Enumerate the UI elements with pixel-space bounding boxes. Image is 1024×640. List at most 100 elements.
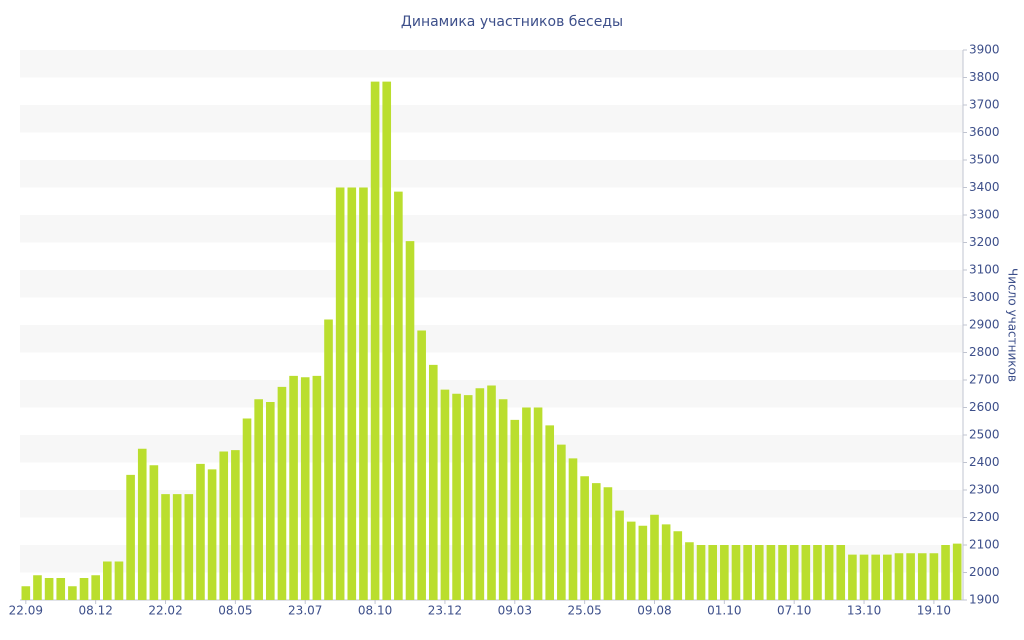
bar	[231, 450, 240, 600]
x-tick-label: 07.10	[777, 604, 811, 618]
bar	[335, 187, 345, 600]
bar	[568, 458, 578, 600]
x-tick-label: 23.12	[428, 604, 462, 618]
grid-stripe	[20, 215, 963, 243]
bar	[685, 542, 694, 600]
bar	[731, 545, 741, 600]
y-tick-label: 3800	[969, 70, 1000, 84]
bar	[638, 525, 648, 600]
bar	[300, 377, 310, 600]
x-tick-label: 22.09	[9, 604, 43, 618]
bar	[801, 545, 811, 600]
grid-stripe	[20, 160, 963, 188]
bar	[394, 191, 403, 600]
bar	[545, 425, 555, 600]
bar	[265, 402, 275, 600]
x-tick-label: 19.10	[917, 604, 951, 618]
bar	[428, 364, 438, 600]
bar	[126, 474, 135, 600]
bar	[487, 385, 496, 600]
bar	[778, 545, 787, 600]
x-tick-label: 09.03	[498, 604, 532, 618]
bar	[673, 531, 683, 600]
bar	[68, 586, 77, 600]
bar	[859, 554, 869, 600]
bar	[347, 187, 357, 600]
bar	[137, 448, 147, 600]
bar	[766, 545, 776, 600]
bar	[463, 395, 473, 600]
bar	[254, 399, 263, 600]
y-tick-label: 2600	[969, 400, 1000, 414]
bar	[359, 187, 368, 600]
bar	[219, 451, 229, 600]
bar	[149, 465, 159, 600]
bar	[56, 578, 66, 600]
bar	[452, 393, 461, 600]
y-tick-label: 3400	[969, 180, 1000, 194]
bar	[754, 545, 764, 600]
bar	[580, 476, 589, 600]
y-tick-label: 3100	[969, 263, 1000, 277]
bar	[370, 81, 380, 600]
bar	[44, 578, 54, 600]
x-tick-label: 09.08	[637, 604, 671, 618]
bar	[650, 514, 659, 600]
x-tick-label: 22.02	[148, 604, 182, 618]
bar	[184, 494, 194, 600]
bar	[557, 444, 566, 600]
y-tick-label: 2500	[969, 428, 1000, 442]
bar	[906, 553, 915, 600]
bar	[196, 463, 205, 600]
bar	[172, 494, 182, 600]
bar	[661, 524, 671, 600]
y-tick-label: 3700	[969, 98, 1000, 112]
bar	[883, 554, 892, 600]
y-tick-label: 2400	[969, 455, 1000, 469]
bar	[813, 545, 822, 600]
x-tick-label: 08.10	[358, 604, 392, 618]
y-axis-label: Число участников	[1006, 268, 1020, 382]
bar	[626, 521, 636, 600]
bar	[79, 578, 89, 600]
grid-stripe	[20, 270, 963, 298]
y-tick-label: 2200	[969, 510, 1000, 524]
bar	[743, 545, 752, 600]
bar	[312, 375, 322, 600]
bar	[720, 545, 729, 600]
bar	[405, 241, 415, 600]
bar	[591, 483, 601, 600]
bar	[440, 389, 450, 600]
y-tick-label: 2300	[969, 483, 1000, 497]
grid-stripe	[20, 325, 963, 353]
bar	[242, 418, 252, 600]
bar	[871, 554, 880, 600]
y-tick-label: 1900	[969, 593, 1000, 607]
y-tick-label: 2000	[969, 565, 1000, 579]
bar	[21, 586, 31, 600]
x-tick-label: 01.10	[707, 604, 741, 618]
bar	[836, 545, 846, 600]
x-tick-label: 08.05	[218, 604, 252, 618]
bar	[207, 469, 217, 600]
bar	[522, 407, 531, 600]
y-tick-label: 2100	[969, 538, 1000, 552]
bar	[789, 545, 799, 600]
bar	[894, 553, 904, 600]
y-tick-label: 2700	[969, 373, 1000, 387]
bar	[848, 554, 857, 600]
y-tick-label: 3900	[969, 43, 1000, 57]
bar	[161, 494, 170, 600]
bar	[917, 553, 927, 600]
y-tick-label: 3500	[969, 153, 1000, 167]
x-tick-label: 23.07	[288, 604, 322, 618]
bar	[952, 543, 962, 600]
bar	[708, 545, 718, 600]
bar	[603, 487, 613, 600]
y-tick-label: 2900	[969, 318, 1000, 332]
y-tick-label: 3000	[969, 290, 1000, 304]
bar	[498, 399, 508, 600]
bar	[615, 510, 624, 600]
bar	[33, 575, 42, 600]
x-tick-label: 25.05	[567, 604, 601, 618]
